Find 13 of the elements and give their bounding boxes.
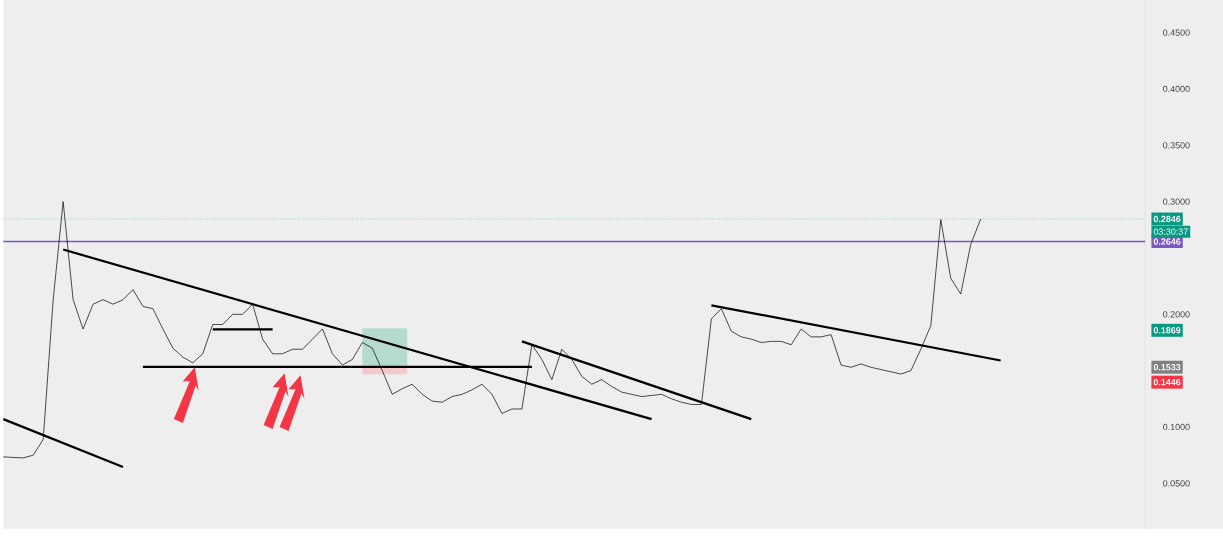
y-tick-label: 0.3000	[1163, 198, 1190, 206]
y-tick-label: 0.4500	[1163, 29, 1190, 37]
y-tick-label: 0.1000	[1163, 424, 1190, 431]
text: 03:30:37	[1153, 228, 1188, 236]
text: 0.1869	[1153, 327, 1181, 334]
y-tick-label: 0.4000	[1163, 86, 1190, 93]
text: 0.1446	[1153, 379, 1181, 386]
y-tick-label: 0.3500	[1163, 142, 1190, 149]
text: 0.1533	[1153, 364, 1181, 371]
ref-line-label: 0.2646	[1153, 238, 1181, 245]
y-tick-label: 0.2000	[1163, 311, 1190, 318]
ref-line-label: 0.2846	[1153, 216, 1181, 223]
y-tick-label: 0.0500	[1163, 480, 1190, 487]
